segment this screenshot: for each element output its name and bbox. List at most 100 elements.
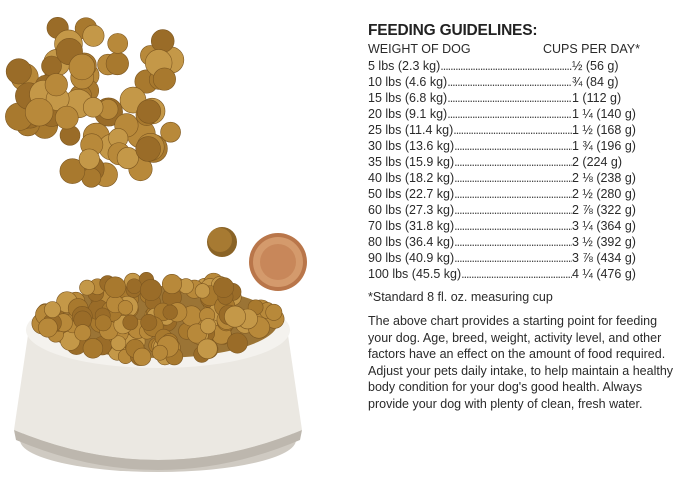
- cups-per-day: ¾ (84 g): [572, 75, 619, 89]
- dog-weight: 90 lbs (40.9 kg): [368, 251, 455, 265]
- kibble-piece: [59, 158, 86, 184]
- weight-column-header: WEIGHT OF DOG: [368, 42, 471, 56]
- leader-dots: [454, 186, 572, 202]
- kibble-piece: [194, 283, 211, 299]
- kibble-piece: [78, 148, 100, 170]
- cups-per-day: ½ (56 g): [572, 59, 619, 73]
- guidelines-title: FEEDING GUIDELINES:: [368, 22, 538, 39]
- table-row: 35 lbs (15.9 kg) 2 (224 g): [368, 154, 644, 170]
- dog-weight: 15 lbs (6.8 kg): [368, 91, 448, 105]
- leader-dots: [461, 266, 572, 282]
- cups-column-header: CUPS PER DAY*: [542, 42, 640, 56]
- kibble-piece: [110, 335, 127, 352]
- kibble-piece: [74, 324, 92, 342]
- leader-dots: [454, 250, 572, 266]
- kibble-piece: [135, 136, 161, 162]
- kibble-piece: [122, 314, 139, 331]
- kibble-piece: [152, 67, 176, 91]
- kibble-piece: [152, 344, 168, 361]
- dog-weight: 20 lbs (9.1 kg): [368, 107, 448, 121]
- description-paragraph: The above chart provides a starting poin…: [368, 314, 674, 411]
- kibble-pile-image: [5, 16, 185, 188]
- leader-dots: [440, 58, 572, 74]
- kibble-in-bowl-image: [31, 271, 285, 366]
- kibble-piece: [107, 33, 129, 54]
- kibble-piece: [160, 121, 181, 143]
- table-row: 50 lbs (22.7 kg) 2 ½ (280 g): [368, 186, 644, 202]
- kibble-piece: [224, 305, 246, 328]
- kibble-piece: [126, 278, 142, 294]
- table-row: 40 lbs (18.2 kg) 2 ⅛ (238 g): [368, 170, 644, 186]
- dog-weight: 25 lbs (11.4 kg): [368, 123, 454, 137]
- kibble-piece: [82, 338, 104, 359]
- kibble-piece: [161, 274, 182, 294]
- leader-dots: [454, 218, 572, 234]
- dog-weight: 50 lbs (22.7 kg): [368, 187, 455, 201]
- kibble-piece: [94, 314, 112, 332]
- leader-dots: [453, 122, 572, 138]
- leader-dots: [454, 202, 572, 218]
- kibble-piece: [44, 301, 61, 319]
- dog-weight: 100 lbs (45.5 kg): [368, 267, 462, 281]
- cups-per-day: 3 ½ (392 g): [572, 235, 636, 249]
- leader-dots: [447, 106, 572, 122]
- cups-per-day: 1 (112 g): [572, 91, 622, 105]
- table-row: 60 lbs (27.3 kg) 2 ⅞ (322 g): [368, 202, 644, 218]
- cups-per-day: 4 ¼ (476 g): [572, 267, 636, 281]
- cups-per-day: 3 ⅞ (434 g): [572, 251, 636, 265]
- dog-weight: 30 lbs (13.6 kg): [368, 139, 455, 153]
- kibble-piece: [136, 99, 162, 124]
- dog-weight: 35 lbs (15.9 kg): [368, 155, 455, 169]
- kibble-piece: [197, 338, 218, 360]
- kibble-piece: [140, 313, 158, 331]
- footnote: *Standard 8 fl. oz. measuring cup: [368, 290, 553, 304]
- table-row: 100 lbs (45.5 kg) 4 ¼ (476 g): [368, 266, 644, 282]
- leader-dots: [454, 154, 572, 170]
- kibble-piece: [44, 73, 68, 97]
- kibble-piece: [117, 300, 134, 316]
- cups-per-day: 1 ¼ (140 g): [572, 107, 636, 121]
- kibble-piece: [68, 53, 96, 81]
- feeding-guidelines: FEEDING GUIDELINES: WEIGHT OF DOG CUPS P…: [368, 22, 673, 413]
- kibble-piece: [24, 97, 54, 127]
- kibble-piece: [265, 303, 283, 321]
- leader-dots: [447, 90, 572, 106]
- dog-weight: 70 lbs (31.8 kg): [368, 219, 455, 233]
- table-row: 70 lbs (31.8 kg) 3 ¼ (364 g): [368, 218, 644, 234]
- leader-dots: [454, 234, 572, 250]
- kibble-piece: [105, 52, 129, 76]
- cups-per-day: 1 ½ (168 g): [572, 123, 636, 137]
- kibble-piece: [226, 332, 248, 354]
- leader-dots: [454, 170, 572, 186]
- kibble-piece: [38, 317, 58, 338]
- dog-food-photo: [5, 16, 307, 472]
- dog-weight: 80 lbs (36.4 kg): [368, 235, 455, 249]
- cups-per-day: 3 ¼ (364 g): [572, 219, 636, 233]
- penny-coin-image: [249, 233, 307, 291]
- table-row: 15 lbs (6.8 kg) 1 (112 g): [368, 90, 644, 106]
- kibble-piece: [213, 277, 235, 298]
- kibble-piece: [55, 105, 79, 130]
- table-row: 30 lbs (13.6 kg) 1 ¾ (196 g): [368, 138, 644, 154]
- table-row: 5 lbs (2.3 kg) ½ (56 g): [368, 58, 644, 74]
- kibble-piece: [82, 24, 105, 47]
- kibble-piece: [5, 58, 32, 85]
- table-row: 90 lbs (40.9 kg) 3 ⅞ (434 g): [368, 250, 644, 266]
- feeding-table: 5 lbs (2.3 kg) ½ (56 g) 10 lbs (4.6 kg) ¾ (…: [368, 58, 668, 282]
- cups-per-day: 2 ½ (280 g): [572, 187, 636, 201]
- dog-weight: 40 lbs (18.2 kg): [368, 171, 455, 185]
- dog-weight: 60 lbs (27.3 kg): [368, 203, 455, 217]
- cups-per-day: 2 (224 g): [572, 155, 623, 169]
- leader-dots: [447, 74, 572, 90]
- kibble-piece: [82, 97, 104, 118]
- dog-weight: 10 lbs (4.6 kg): [368, 75, 448, 89]
- kibble-piece: [104, 276, 126, 299]
- table-row: 10 lbs (4.6 kg) ¾ (84 g): [368, 74, 644, 90]
- cups-per-day: 2 ⅞ (322 g): [572, 203, 636, 217]
- leader-dots: [454, 138, 572, 154]
- table-row: 25 lbs (11.4 kg) 1 ½ (168 g): [368, 122, 644, 138]
- kibble-piece: [133, 347, 152, 366]
- kibble-piece: [150, 29, 175, 53]
- dog-weight: 5 lbs (2.3 kg): [368, 59, 441, 73]
